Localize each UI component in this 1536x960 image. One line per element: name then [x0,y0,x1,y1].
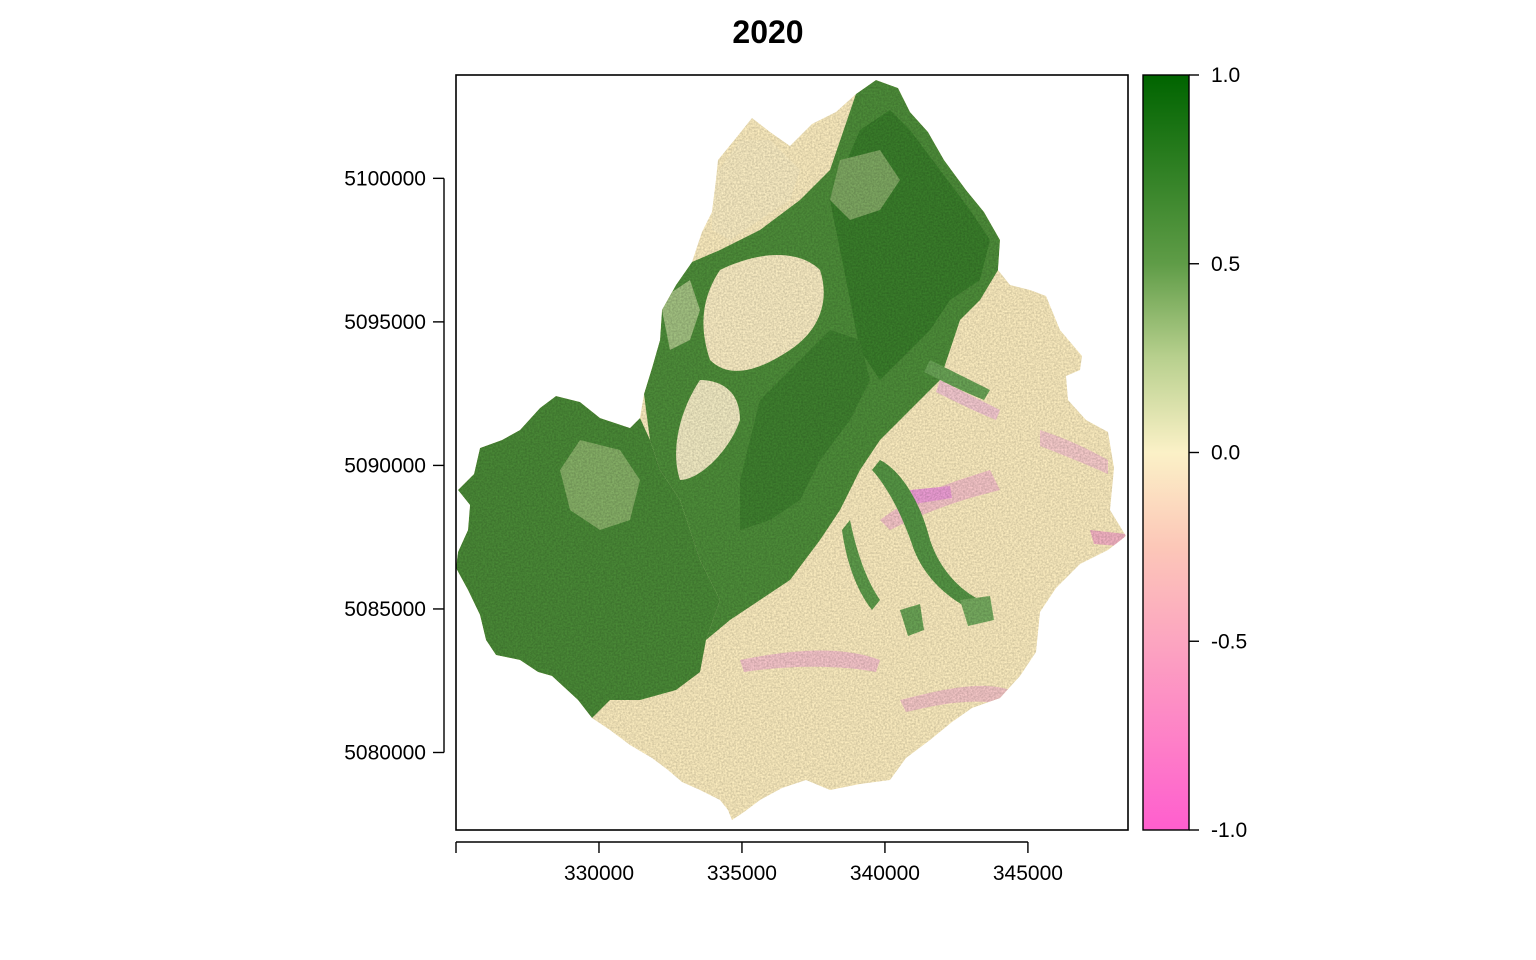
raster-layer [456,80,1126,820]
plot-frame [455,74,1129,831]
y-axis: 5080000 5085000 5090000 5095000 5100000 [344,167,445,764]
x-tick-label: 340000 [850,862,920,885]
y-tick-label: 5100000 [344,167,426,190]
legend-tick-label: -1.0 [1211,819,1247,842]
x-tick-label: 335000 [707,862,777,885]
legend-ticks: 1.0 0.5 0.0 -0.5 -1.0 [1189,64,1247,842]
legend-tick-label: 1.0 [1211,64,1240,87]
legend-tick-label: -0.5 [1211,630,1247,653]
x-tick-label: 330000 [564,862,634,885]
legend-tick-label: 0.5 [1211,253,1240,276]
legend-color-bar [1142,74,1190,831]
y-tick-label: 5080000 [344,741,426,764]
y-tick-label: 5090000 [344,454,426,477]
plot-title: 2020 [732,14,803,50]
raster-texture [456,80,1126,820]
color-legend: 1.0 0.5 0.0 -0.5 -1.0 [1142,64,1247,842]
y-tick-label: 5085000 [344,598,426,621]
legend-tick-label: 0.0 [1211,442,1240,465]
y-tick-label: 5095000 [344,311,426,334]
x-tick-label: 345000 [993,862,1063,885]
x-axis: 330000 335000 340000 345000 [455,841,1063,885]
